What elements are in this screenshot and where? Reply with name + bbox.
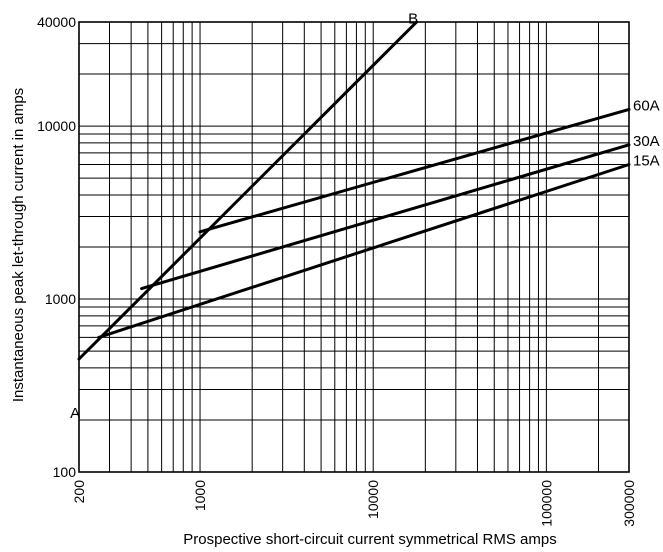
grid xyxy=(78,21,630,473)
annotation-b: B xyxy=(408,10,418,27)
y-tick-label: 10000 xyxy=(37,118,76,134)
series-line-15a xyxy=(97,163,631,339)
annotation-a: A xyxy=(70,405,80,422)
series-label-60a: 60A xyxy=(633,97,660,114)
x-tick-label: 200 xyxy=(71,480,87,504)
y-tick-label: 1000 xyxy=(45,291,76,307)
series-label-15a: 15A xyxy=(633,153,660,170)
x-axis-label: Prospective short-circuit current symmet… xyxy=(183,531,556,548)
plot-frame xyxy=(78,21,630,473)
tick-labels: 200 1000 10000 100000 300000 100 1000 10000 4000… xyxy=(37,14,637,527)
curves xyxy=(77,20,631,361)
series-line-60a xyxy=(198,107,631,234)
series-label-30a: 30A xyxy=(633,133,660,150)
x-tick-label: 10000 xyxy=(365,480,381,519)
y-axis-label: Instantaneous peak let-through current i… xyxy=(10,88,27,402)
y-tick-label: 40000 xyxy=(37,14,76,30)
x-tick-label: 100000 xyxy=(538,480,554,527)
x-tick-label: 300000 xyxy=(621,480,637,527)
y-tick-label: 100 xyxy=(53,464,77,480)
series-line-b xyxy=(77,20,419,361)
x-tick-label: 1000 xyxy=(192,480,208,511)
series-line-30a xyxy=(140,143,631,291)
series-labels: 60A 30A 15A A B xyxy=(70,10,660,422)
